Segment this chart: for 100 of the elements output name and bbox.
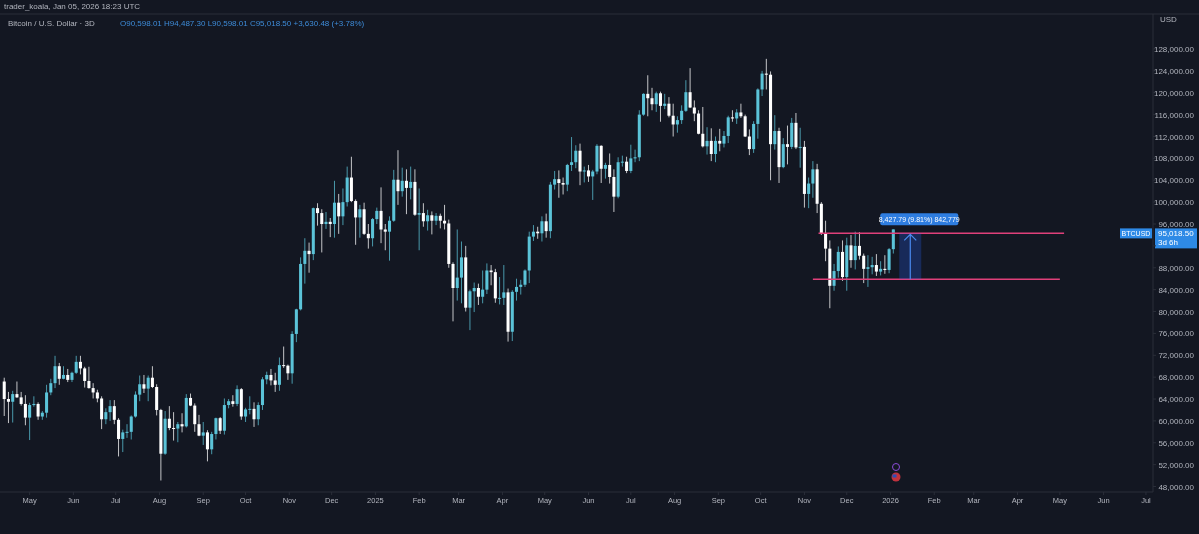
candlestick <box>824 220 828 262</box>
candlestick <box>862 253 866 284</box>
candlestick <box>459 241 464 304</box>
candlestick <box>561 177 565 195</box>
candlestick <box>836 245 840 279</box>
candlestick <box>332 180 336 239</box>
candlestick <box>45 384 49 419</box>
candlestick <box>248 395 252 415</box>
candlestick <box>502 264 506 306</box>
candlestick <box>515 278 519 302</box>
candlestick <box>468 289 472 331</box>
candlestick <box>379 186 383 244</box>
candlestick <box>642 92 646 117</box>
candlestick <box>726 115 730 144</box>
candlestick <box>193 402 197 433</box>
y-tick-label: 120,000.00 <box>1153 88 1195 98</box>
candlestick <box>434 212 438 226</box>
text: 3d 6h <box>1158 238 1179 248</box>
candlestick <box>57 362 61 386</box>
y-tick-label: 80,000.00 <box>1158 307 1195 317</box>
candlestick <box>764 58 768 90</box>
candlestick <box>709 127 713 162</box>
candlestick <box>277 356 281 392</box>
candlestick <box>172 411 176 442</box>
candlestick <box>138 375 142 402</box>
candlestick <box>857 231 861 261</box>
candlestick <box>781 137 785 169</box>
candlestick <box>667 96 671 118</box>
candlestick <box>430 210 434 235</box>
candlestick <box>112 399 116 425</box>
candlestick <box>853 231 857 270</box>
candlestick <box>684 79 688 113</box>
candlestick <box>849 234 853 269</box>
candlestick <box>701 106 705 148</box>
candlestick <box>256 401 260 426</box>
candlestick <box>53 355 57 389</box>
candlestick <box>201 421 205 446</box>
candlestick <box>6 391 10 424</box>
y-tick-label: 112,000.00 <box>1154 132 1195 142</box>
candlestick <box>658 91 662 123</box>
candlestick <box>32 395 36 408</box>
candlestick <box>349 156 353 203</box>
candlestick <box>371 217 375 247</box>
candlestick <box>773 114 777 151</box>
candlestick <box>713 136 718 163</box>
candlestick <box>680 104 684 125</box>
candlestick <box>341 187 345 226</box>
y-tick-label: 48,000.00 <box>1158 482 1195 492</box>
candlestick <box>718 128 722 152</box>
candlestick <box>235 384 239 407</box>
candlestick <box>150 365 154 389</box>
candlestick <box>485 262 489 295</box>
candlestick <box>553 170 557 191</box>
candlestick <box>307 242 311 274</box>
candlestick <box>2 377 6 417</box>
y-tick-label: 128,000.00 <box>1153 45 1195 54</box>
y-tick-label: 88,000.00 <box>1158 263 1195 273</box>
candlestick <box>747 128 751 156</box>
candlestick <box>417 187 421 251</box>
candlestick <box>807 177 811 209</box>
candlestick <box>205 429 209 462</box>
candlestick <box>74 355 78 375</box>
candlestick <box>210 431 214 455</box>
candlestick <box>692 99 696 122</box>
candlestick <box>155 383 159 416</box>
candlestick <box>11 390 15 424</box>
candlestick <box>108 399 112 422</box>
text: Bitcoin / U.S. Dollar · 3D <box>8 19 95 28</box>
candlestick <box>78 355 82 375</box>
candlestick <box>633 149 637 163</box>
candlestick <box>612 168 616 213</box>
candlestick <box>91 382 95 399</box>
text: O90,598.01 H94,487.30 L90,598.01 C95,018.50 +3,630.48 (+3.78%) <box>120 19 365 28</box>
candlestick <box>574 144 578 169</box>
candlestick <box>273 372 277 393</box>
y-axis-title: USD <box>1160 15 1178 24</box>
candlestick <box>599 144 603 184</box>
y-tick-label: 72,000.00 <box>1158 351 1195 361</box>
candlestick <box>387 215 392 262</box>
candlestick <box>383 223 387 251</box>
candlestick <box>167 405 171 431</box>
candlestick <box>23 394 27 426</box>
candlestick <box>739 103 743 119</box>
y-tick-label: 100,000.00 <box>1153 198 1195 208</box>
candlestick <box>887 247 891 274</box>
candlestick <box>578 143 582 186</box>
candlestick <box>83 366 87 389</box>
text: 95,018.50 <box>1158 229 1195 239</box>
candlestick <box>629 144 633 174</box>
candlestick <box>544 213 548 239</box>
candlestick <box>697 109 701 135</box>
candlestick <box>722 130 726 148</box>
candlestick <box>730 109 734 123</box>
y-tick-label: 108,000.00 <box>1153 154 1195 164</box>
candlestick <box>282 346 286 369</box>
y-tick-label: 84,000.00 <box>1158 285 1195 295</box>
candlestick <box>117 417 121 457</box>
candlestick <box>608 152 612 185</box>
candlestick <box>785 125 790 165</box>
candlestick <box>366 223 370 250</box>
